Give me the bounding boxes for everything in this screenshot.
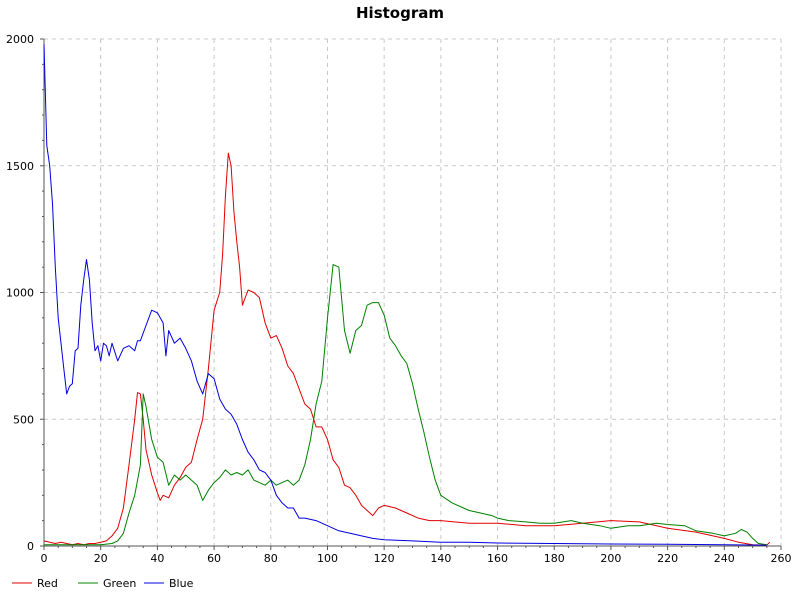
series-line-blue	[43, 44, 767, 546]
x-tick-label: 120	[374, 552, 395, 565]
series-lines	[43, 44, 771, 546]
x-tick-label: 200	[600, 552, 621, 565]
x-tick-label: 140	[430, 552, 451, 565]
legend: Red Green Blue	[12, 577, 194, 590]
legend-label-green: Green	[103, 577, 136, 590]
x-tick-label: 40	[150, 552, 164, 565]
x-tick-label: 20	[94, 552, 108, 565]
legend-label-red: Red	[37, 577, 58, 590]
series-line-red	[43, 152, 771, 546]
x-tick-label: 0	[41, 552, 48, 565]
x-tick-label: 160	[487, 552, 508, 565]
legend-label-blue: Blue	[169, 577, 194, 590]
x-tick-label: 60	[207, 552, 221, 565]
x-tick-label: 260	[771, 552, 792, 565]
x-tick-label: 240	[714, 552, 735, 565]
y-tick-label: 2000	[6, 33, 34, 46]
grid-lines	[44, 38, 782, 546]
x-tick-label: 220	[657, 552, 678, 565]
y-tick-label: 1500	[6, 160, 34, 173]
y-tick-label: 500	[13, 413, 34, 426]
x-tick-label: 180	[544, 552, 565, 565]
y-tick-label: 0	[27, 540, 34, 553]
series-line-green	[44, 264, 767, 546]
x-tick-label: 100	[317, 552, 338, 565]
chart-title: Histogram	[356, 4, 444, 22]
x-tick-label: 80	[264, 552, 278, 565]
axes: 0 20 40 60 80 100 120 140 160 180 200 220 240 260 0 500…	[6, 33, 792, 565]
y-tick-label: 1000	[6, 287, 34, 300]
